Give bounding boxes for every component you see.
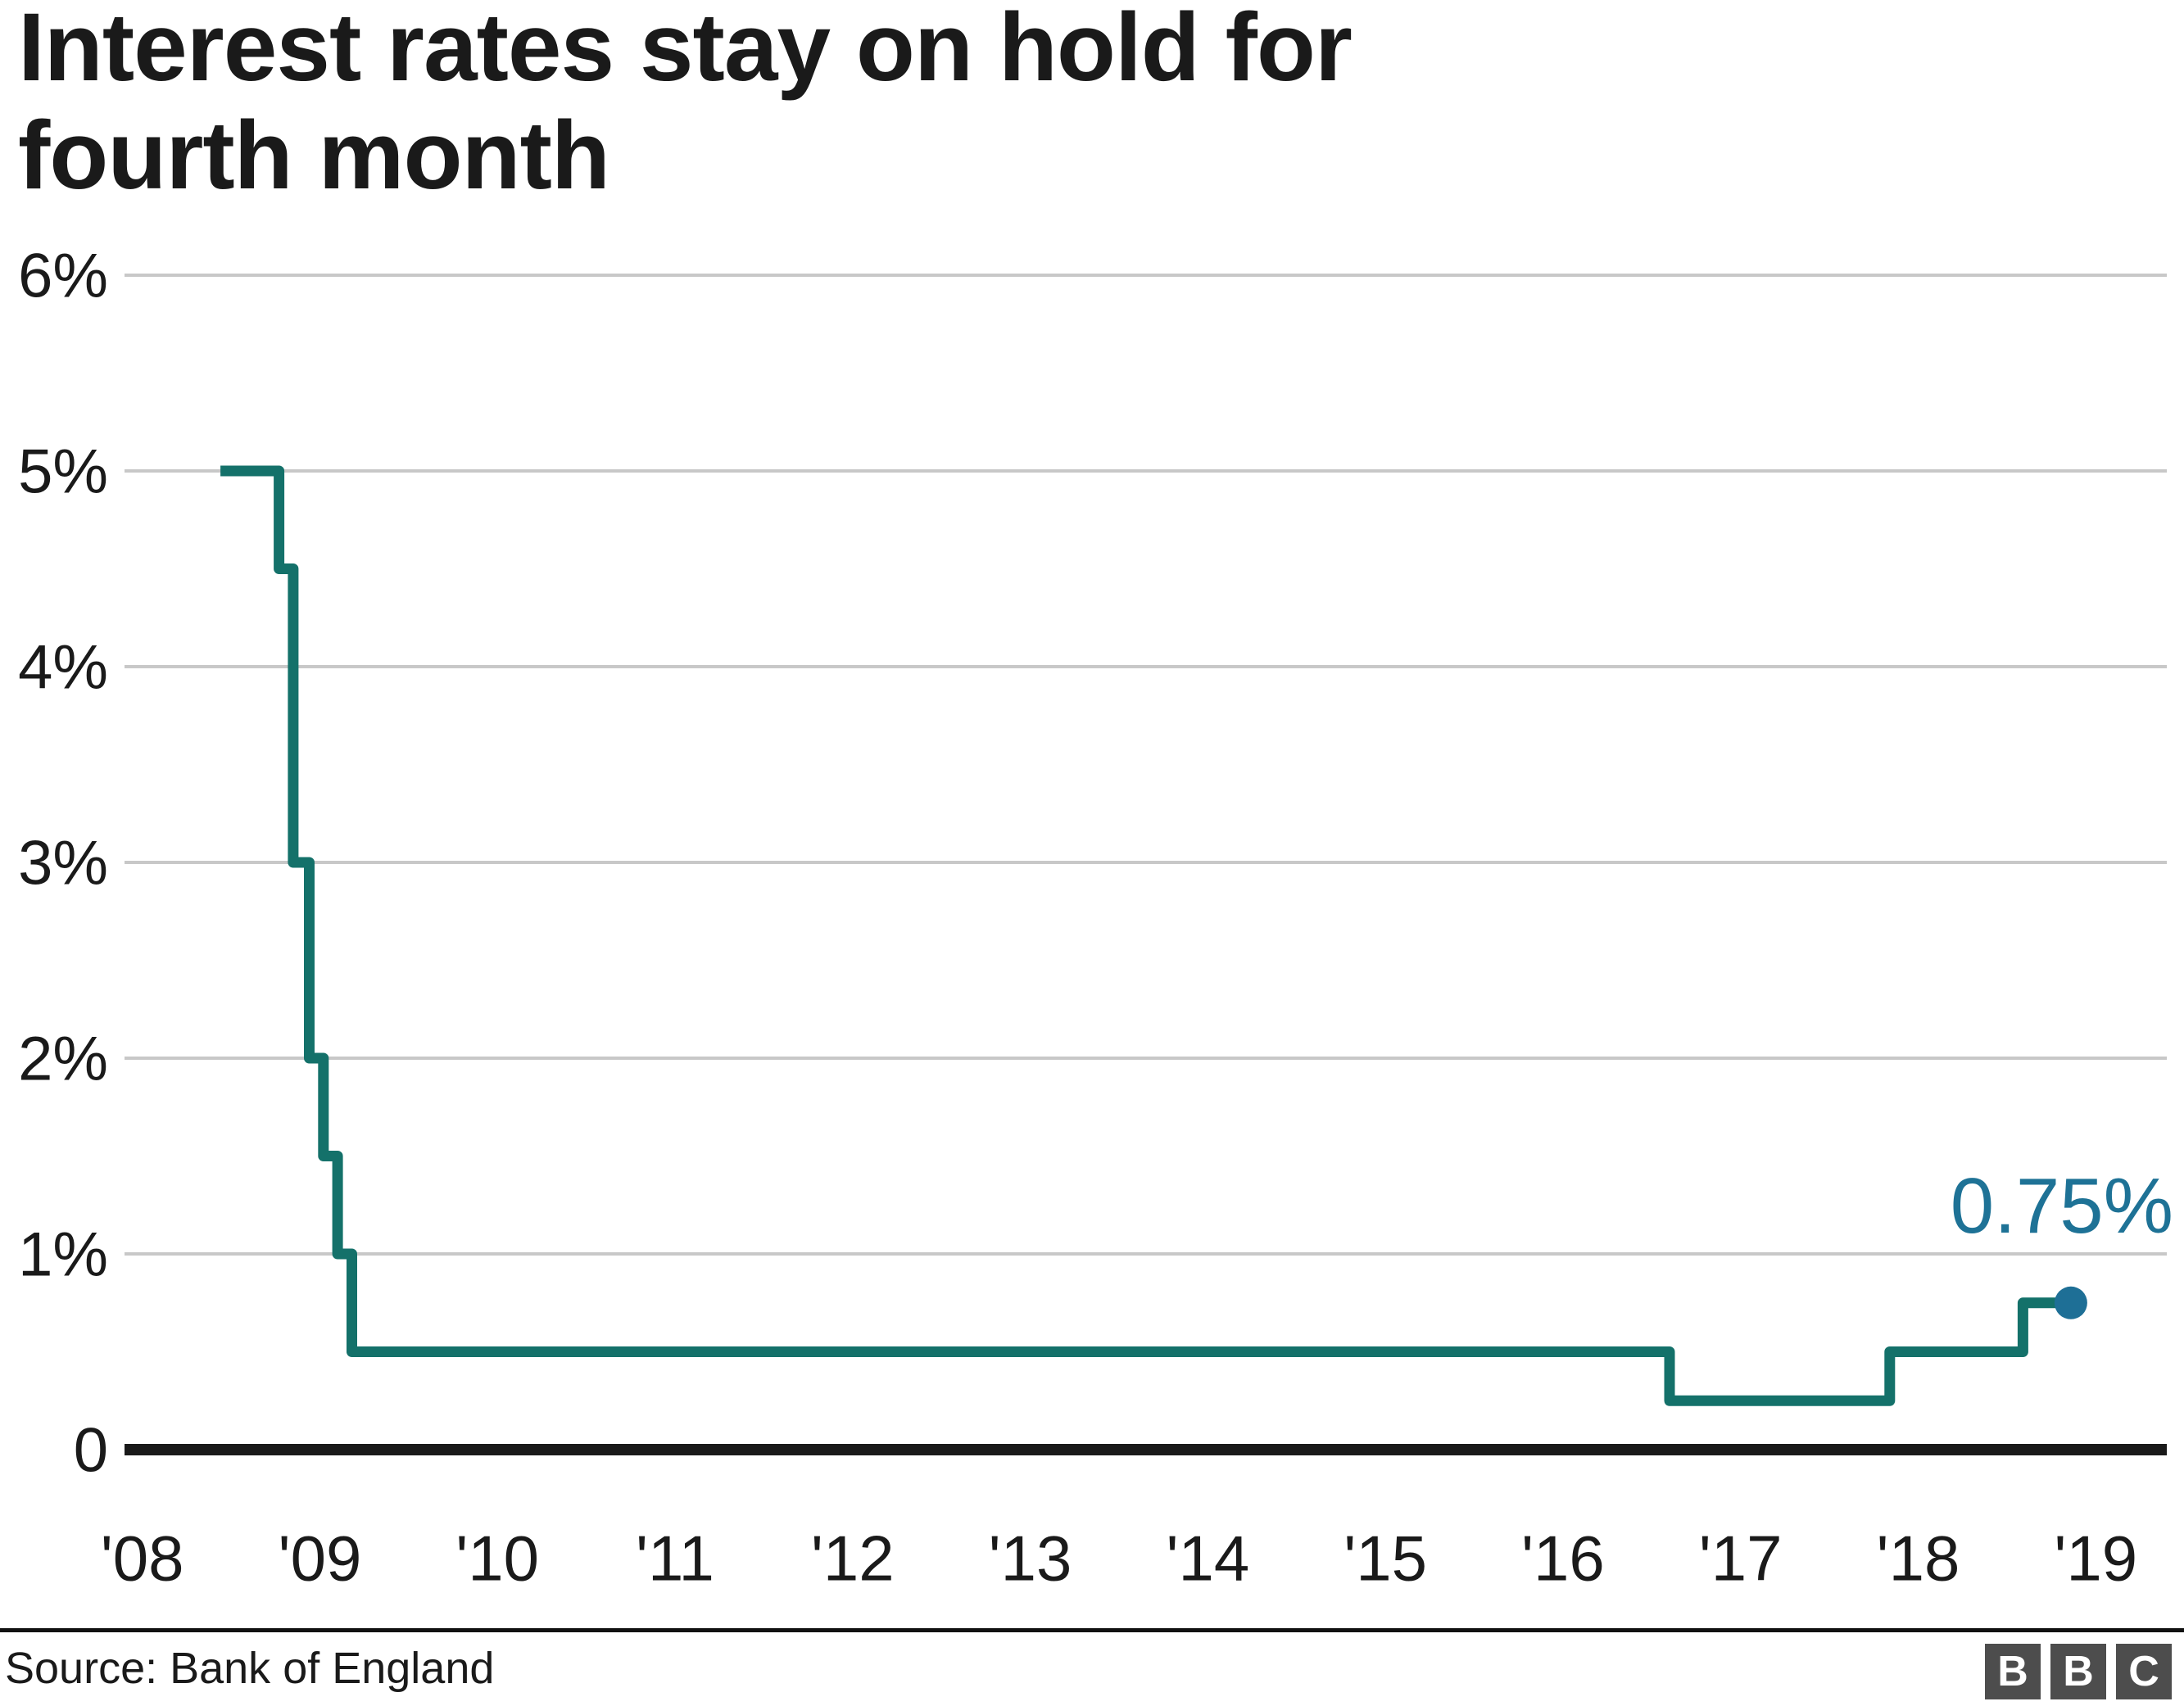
x-tick-label-2009: '09 bbox=[279, 1522, 362, 1594]
current-rate-label: 0.75% bbox=[1951, 1162, 2173, 1250]
y-tick-label-5: 5% bbox=[18, 437, 108, 507]
bbc-logo-block-b2: B bbox=[2050, 1644, 2106, 1699]
bbc-logo-block-b1: B bbox=[1985, 1644, 2041, 1699]
x-tick-label-2018: '18 bbox=[1877, 1522, 1960, 1594]
title-line-2: fourth month bbox=[18, 102, 610, 210]
x-tick-label-2016: '16 bbox=[1521, 1522, 1605, 1594]
y-tick-label-4: 4% bbox=[18, 633, 108, 703]
x-tick-label-2012: '12 bbox=[811, 1522, 895, 1594]
y-tick-label-6: 6% bbox=[18, 242, 108, 311]
x-tick-label-2017: '17 bbox=[1699, 1522, 1783, 1594]
bbc-logo-block-c: C bbox=[2116, 1644, 2172, 1699]
footer-divider bbox=[0, 1628, 2184, 1632]
current-rate-dot bbox=[2054, 1286, 2087, 1319]
y-tick-label-1: 1% bbox=[18, 1220, 108, 1290]
x-tick-label-2008: '08 bbox=[101, 1522, 184, 1594]
x-tick-label-2011: '11 bbox=[636, 1522, 714, 1594]
source-label: Source: Bank of England bbox=[5, 1644, 495, 1693]
x-tick-label-2015: '15 bbox=[1343, 1522, 1427, 1594]
y-tick-label-0: 0 bbox=[74, 1416, 108, 1486]
y-tick-label-3: 3% bbox=[18, 829, 108, 898]
title-line-1: Interest rates stay on hold for bbox=[18, 0, 1353, 102]
y-tick-label-2: 2% bbox=[18, 1025, 108, 1094]
x-tick-label-2019: '19 bbox=[2054, 1522, 2137, 1594]
x-tick-label-2010: '10 bbox=[455, 1522, 539, 1594]
rate-step-line bbox=[220, 465, 2071, 1406]
x-tick-label-2013: '13 bbox=[989, 1522, 1072, 1594]
bbc-logo: B B C bbox=[1985, 1644, 2172, 1699]
x-tick-label-2014: '14 bbox=[1167, 1522, 1250, 1594]
chart-title: Interest rates stay on hold for fourth m… bbox=[18, 0, 1353, 210]
